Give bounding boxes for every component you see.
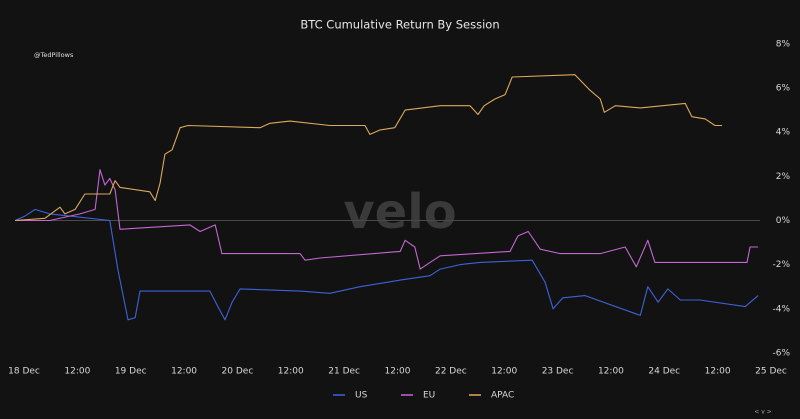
y-tick-label: 6% [776, 83, 791, 93]
x-tick-label: 12:00 [598, 367, 624, 377]
chart-title: BTC Cumulative Return By Session [300, 18, 499, 32]
legend-label: APAC [491, 391, 514, 401]
y-tick-label: 2% [776, 172, 791, 182]
scroll-hint[interactable]: < v > [754, 409, 771, 416]
x-tick-label: 22 Dec [435, 367, 467, 377]
x-tick-label: 25 Dec [755, 367, 787, 377]
y-tick-label: -4% [772, 304, 790, 314]
line [15, 169, 759, 270]
x-tick-label: 24 Dec [648, 367, 680, 377]
x-tick-label: 12:00 [64, 367, 90, 377]
line [14, 208, 759, 321]
legend-label: US [355, 391, 368, 401]
x-tick-label: 12:00 [705, 367, 731, 377]
x-tick-label: 21 Dec [328, 367, 360, 377]
x-tick-label: 19 Dec [115, 367, 147, 377]
x-tick-label: 23 Dec [542, 367, 574, 377]
y-tick-label: 0% [776, 216, 791, 226]
handle: @TedPillows [34, 51, 74, 59]
legend-label: EU [423, 391, 435, 401]
x-tick-label: 12:00 [385, 367, 411, 377]
y-tick-label: 8% [776, 39, 791, 49]
x-tick-label: 20 Dec [222, 367, 254, 377]
x-tick-label: 12:00 [171, 367, 197, 377]
x-tick-label: 12:00 [491, 367, 517, 377]
y-tick-label: 4% [776, 128, 791, 138]
line [15, 74, 723, 222]
y-tick-label: -2% [772, 260, 790, 270]
watermark: velo [343, 184, 456, 240]
y-tick-label: -6% [772, 348, 790, 358]
x-tick-label: 12:00 [278, 367, 304, 377]
x-tick-label: 18 Dec [8, 367, 40, 377]
